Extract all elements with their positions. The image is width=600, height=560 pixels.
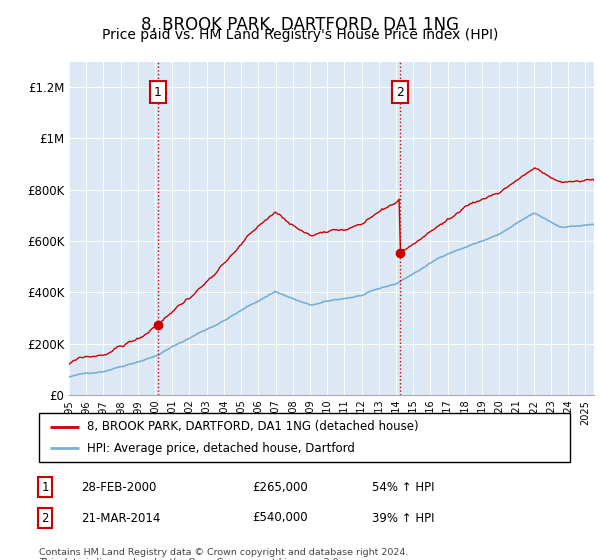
Text: 1: 1 xyxy=(41,480,49,494)
Text: £265,000: £265,000 xyxy=(252,480,308,494)
Text: 39% ↑ HPI: 39% ↑ HPI xyxy=(372,511,434,525)
Text: 54% ↑ HPI: 54% ↑ HPI xyxy=(372,480,434,494)
Text: 21-MAR-2014: 21-MAR-2014 xyxy=(81,511,160,525)
Bar xyxy=(158,62,400,395)
Text: Price paid vs. HM Land Registry's House Price Index (HPI): Price paid vs. HM Land Registry's House … xyxy=(102,28,498,42)
Text: 2: 2 xyxy=(396,86,404,99)
Text: Contains HM Land Registry data © Crown copyright and database right 2024.
This d: Contains HM Land Registry data © Crown c… xyxy=(39,548,409,560)
Text: 28-FEB-2000: 28-FEB-2000 xyxy=(81,480,157,494)
Text: 2: 2 xyxy=(41,511,49,525)
Text: £540,000: £540,000 xyxy=(252,511,308,525)
Text: 8, BROOK PARK, DARTFORD, DA1 1NG: 8, BROOK PARK, DARTFORD, DA1 1NG xyxy=(141,16,459,34)
Text: 8, BROOK PARK, DARTFORD, DA1 1NG (detached house): 8, BROOK PARK, DARTFORD, DA1 1NG (detach… xyxy=(87,420,418,433)
Text: 1: 1 xyxy=(154,86,162,99)
Text: HPI: Average price, detached house, Dartford: HPI: Average price, detached house, Dart… xyxy=(87,442,355,455)
